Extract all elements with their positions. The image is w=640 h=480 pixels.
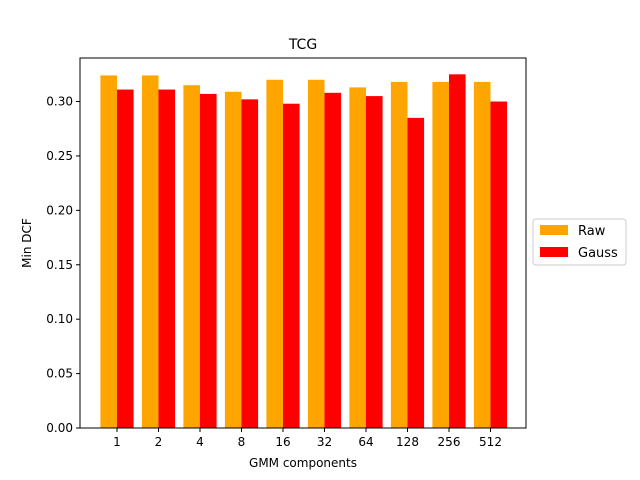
y-tick-label: 0.20 [46, 203, 73, 217]
x-axis-label: GMM components [249, 456, 357, 470]
bar-raw-2 [141, 75, 159, 428]
bar-raw-16 [266, 79, 283, 428]
chart-title: TCG [288, 37, 317, 53]
x-tick-label: 64 [358, 435, 373, 449]
bar-gauss-8 [241, 99, 259, 429]
x-tick-label: 32 [317, 435, 332, 449]
x-tick-label: 1 [113, 435, 121, 449]
legend-label-raw: Raw [578, 224, 606, 239]
x-tick-label: 8 [238, 435, 246, 449]
x-tick-label: 4 [196, 435, 204, 449]
bar-raw-256 [432, 81, 449, 429]
bar-raw-1 [100, 75, 117, 428]
bar-gauss-4 [200, 93, 217, 428]
bars [100, 74, 508, 429]
legend-swatch-gauss [540, 247, 568, 257]
y-axis-label: Min DCF [20, 218, 34, 268]
legend-label-gauss: Gauss [578, 246, 618, 261]
x-tick-label: 2 [155, 435, 163, 449]
y-tick-label: 0.30 [46, 95, 73, 109]
y-tick-label: 0.00 [46, 421, 73, 435]
y-tick-label: 0.05 [46, 367, 73, 381]
bar-raw-32 [307, 79, 325, 428]
bar-gauss-1 [117, 89, 134, 428]
y-tick-label: 0.25 [46, 149, 73, 163]
legend-swatch-raw [540, 225, 568, 235]
x-axis: 1 2 4 8 16 32 64 128 256 512 [113, 428, 502, 449]
plot-frame [79, 57, 527, 429]
bar-raw-4 [183, 85, 200, 429]
x-tick-label: 512 [479, 435, 502, 449]
bar-gauss-2 [158, 89, 176, 428]
bar-raw-512 [473, 81, 491, 429]
x-tick-label: 256 [438, 435, 461, 449]
bar-gauss-16 [283, 103, 300, 429]
x-tick-label: 128 [396, 435, 419, 449]
y-tick-label: 0.15 [46, 258, 73, 272]
bar-raw-64 [349, 87, 366, 428]
bar-gauss-32 [324, 92, 342, 428]
bar-raw-8 [224, 91, 242, 428]
y-tick-label: 0.10 [46, 312, 73, 326]
legend: Raw Gauss [532, 218, 627, 266]
x-tick-label: 16 [275, 435, 290, 449]
bar-gauss-64 [366, 96, 383, 429]
bar-raw-128 [390, 81, 408, 429]
bar-gauss-512 [490, 101, 508, 428]
bar-gauss-128 [407, 117, 425, 429]
y-axis: 0.00 0.05 0.10 0.15 0.20 0.25 0.30 [46, 95, 80, 435]
bar-gauss-256 [449, 74, 466, 428]
